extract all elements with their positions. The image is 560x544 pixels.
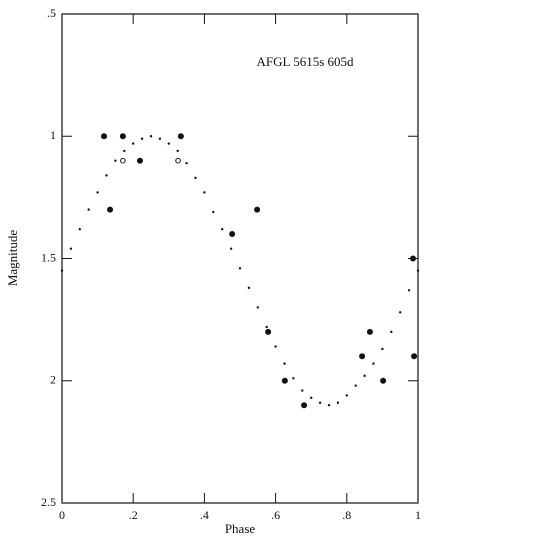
data-point (416, 269, 420, 272)
data-point (399, 311, 402, 314)
x-tick-label: .4 (200, 508, 209, 522)
data-point (229, 231, 236, 238)
data-point (96, 191, 99, 194)
data-point (123, 149, 126, 153)
x-tick-label: .2 (129, 508, 138, 522)
data-point (221, 227, 224, 231)
x-axis-label: Phase (225, 521, 256, 536)
data-point (354, 384, 357, 387)
data-point (120, 157, 126, 164)
data-point (78, 227, 82, 231)
data-point (167, 142, 170, 145)
annotation: AFGL 5615s 605d (256, 54, 354, 69)
data-point (69, 247, 73, 250)
data-point (87, 208, 90, 211)
plot-frame (61, 13, 419, 504)
data-point (149, 135, 153, 138)
data-point (372, 362, 375, 365)
y-axis-label: Magnitude (5, 230, 20, 287)
data-point (265, 325, 268, 329)
data-point (318, 401, 322, 404)
data-point (105, 174, 108, 177)
data-point (229, 247, 233, 250)
y-tick-label: 2.5 (41, 495, 56, 509)
data-point (390, 330, 393, 334)
data-point (132, 142, 135, 145)
data-point (238, 267, 242, 270)
data-point (407, 289, 411, 292)
data-point (256, 306, 259, 309)
data-point (175, 157, 181, 164)
data-point (158, 137, 162, 140)
data-point (194, 176, 197, 180)
data-point (292, 377, 295, 380)
data-point (136, 157, 143, 164)
data-point (101, 133, 108, 140)
data-point (176, 149, 179, 153)
data-point (301, 389, 304, 392)
data-point (366, 328, 373, 335)
data-point (185, 161, 188, 165)
data-point (310, 396, 313, 400)
data-point (140, 137, 144, 140)
data-point (283, 362, 286, 365)
data-point (212, 210, 215, 214)
y-tick-label: 1.5 (41, 250, 56, 264)
data-point (60, 269, 64, 272)
data-point (359, 353, 366, 360)
data-point (274, 345, 277, 348)
data-point (119, 133, 126, 140)
data-point (247, 286, 251, 290)
data-point (265, 328, 272, 335)
x-tick-label: .6 (271, 508, 280, 522)
data-point (177, 133, 184, 140)
x-tick-label: 0 (59, 508, 65, 522)
data-point (114, 159, 117, 162)
data-point (363, 374, 366, 378)
x-tick-label: .8 (342, 508, 351, 522)
data-point (380, 377, 387, 384)
data-point (345, 394, 348, 397)
data-point (336, 401, 340, 404)
data-point (301, 402, 308, 409)
y-tick-label: 1 (50, 128, 56, 142)
data-point (410, 255, 417, 262)
x-tick-label: 1 (415, 508, 421, 522)
y-tick-label: .5 (47, 6, 56, 20)
data-point (203, 191, 206, 194)
data-point (107, 206, 114, 213)
data-point (381, 347, 384, 351)
data-point (281, 377, 288, 384)
data-point (411, 353, 418, 360)
y-tick-label: 2 (50, 373, 56, 387)
data-point (254, 206, 261, 213)
data-point (327, 404, 331, 407)
